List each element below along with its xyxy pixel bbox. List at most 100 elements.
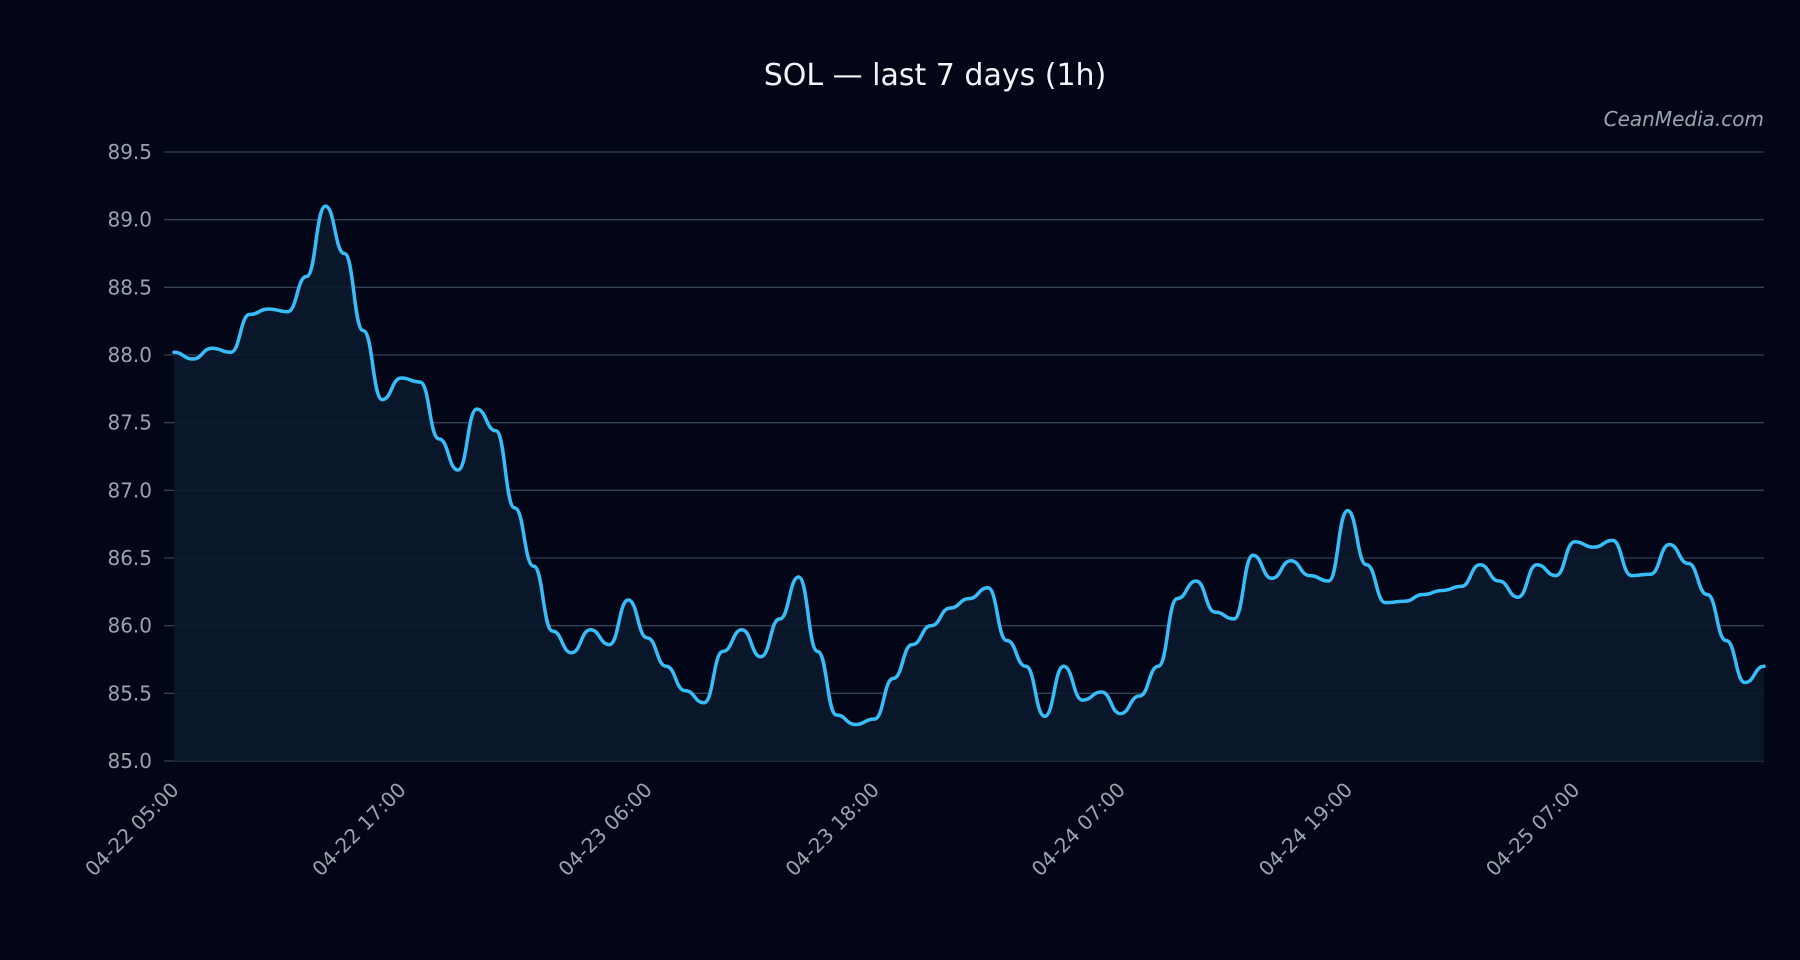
data-point (740, 628, 744, 632)
data-point (1289, 559, 1293, 563)
data-point (1270, 576, 1274, 580)
data-point (1440, 588, 1444, 592)
data-point (305, 275, 309, 279)
data-point (645, 636, 649, 640)
data-point (683, 689, 687, 693)
data-point (1346, 509, 1350, 513)
data-point (1459, 584, 1463, 588)
data-point (1024, 664, 1028, 668)
data-point (342, 252, 346, 256)
data-point (1648, 572, 1652, 576)
data-point (1327, 579, 1331, 583)
data-point (721, 649, 725, 653)
data-point (361, 329, 365, 333)
data-point (1383, 601, 1387, 605)
data-point (872, 717, 876, 721)
data-point (853, 722, 857, 726)
y-tick-label: 89.5 (107, 140, 152, 164)
data-point (778, 617, 782, 621)
data-point (1005, 639, 1009, 643)
data-point (248, 312, 252, 316)
y-tick-label: 87.5 (107, 411, 152, 435)
data-point (437, 437, 441, 441)
data-point (418, 380, 422, 384)
data-point (910, 643, 914, 647)
price-line (172, 204, 1766, 727)
data-point (986, 586, 990, 590)
chart-title: SOL — last 7 days (1h) (764, 58, 1107, 93)
data-point (399, 376, 403, 380)
data-point (1421, 593, 1425, 597)
data-point (626, 598, 630, 602)
data-point (1365, 563, 1369, 567)
data-point (323, 204, 327, 208)
data-point (475, 407, 479, 411)
data-point (1081, 698, 1085, 702)
y-tick-label: 87.0 (107, 478, 152, 502)
data-point (1100, 690, 1104, 694)
y-tick-label: 86.5 (107, 546, 152, 570)
data-point (1497, 579, 1501, 583)
data-point (1743, 681, 1747, 685)
data-point (513, 506, 517, 510)
data-point (1762, 664, 1766, 668)
data-point (456, 468, 460, 472)
data-point (191, 357, 195, 361)
y-tick-label: 88.5 (107, 275, 152, 299)
data-point (570, 651, 574, 655)
y-tick-label: 85.5 (107, 681, 152, 705)
data-point (1611, 538, 1615, 542)
data-point (891, 676, 895, 680)
data-point (1062, 664, 1066, 668)
data-point (380, 398, 384, 402)
data-point (1535, 563, 1539, 567)
data-point (1516, 595, 1520, 599)
data-point (267, 307, 271, 311)
y-tick-label: 85.0 (107, 749, 152, 773)
x-tick-label: 04-22 05:00 (80, 778, 183, 881)
data-point (816, 649, 820, 653)
data-point (172, 350, 176, 354)
data-point (1118, 712, 1122, 716)
data-point (1592, 545, 1596, 549)
data-point (948, 606, 952, 610)
x-tick-label: 04-24 07:00 (1027, 778, 1130, 881)
data-point (1137, 694, 1141, 698)
x-tick-label: 04-23 18:00 (781, 778, 884, 881)
x-tick-label: 04-22 17:00 (307, 778, 410, 881)
data-point (229, 350, 233, 354)
data-point (1156, 664, 1160, 668)
data-point (494, 429, 498, 433)
data-point (210, 346, 214, 350)
data-point (1251, 553, 1255, 557)
price-line-series (172, 204, 1766, 727)
data-point (967, 597, 971, 601)
data-point (1194, 579, 1198, 583)
data-point (1175, 597, 1179, 601)
data-point (759, 655, 763, 659)
y-tick-label: 86.0 (107, 614, 152, 638)
y-tick-label: 89.0 (107, 208, 152, 232)
data-point (1308, 574, 1312, 578)
data-point (532, 564, 536, 568)
data-point (664, 664, 668, 668)
data-point (1478, 563, 1482, 567)
data-point (1554, 574, 1558, 578)
data-point (286, 310, 290, 314)
data-point (797, 575, 801, 579)
area-fill (174, 206, 1764, 762)
data-point (1573, 540, 1577, 544)
y-axis: 85.0 85.5 86.0 86.5 87.0 87.5 88.0 88.5 89.0 89.5 (107, 140, 152, 773)
data-point (607, 643, 611, 647)
x-tick-label: 04-24 19:00 (1254, 778, 1357, 881)
data-point (551, 629, 555, 633)
data-point (1724, 639, 1728, 643)
data-point (1232, 617, 1236, 621)
data-point (588, 628, 592, 632)
data-point (1630, 574, 1634, 578)
watermark: CeanMedia.com (1604, 107, 1764, 131)
data-point (1667, 542, 1671, 546)
y-tick-label: 88.0 (107, 343, 152, 367)
data-point (702, 701, 706, 705)
